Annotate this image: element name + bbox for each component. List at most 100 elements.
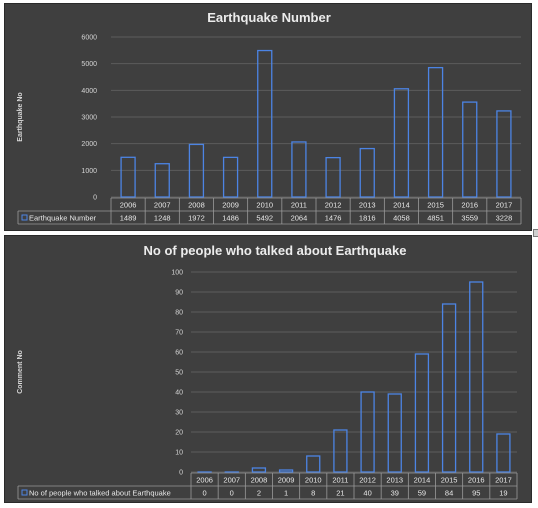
data-label: 84 bbox=[445, 489, 453, 498]
x-tick-label: 2009 bbox=[278, 476, 295, 485]
y-axis-label: Comment No bbox=[17, 350, 24, 394]
chart-panel-people-talked[interactable]: No of people who talked about Earthquake… bbox=[4, 235, 532, 503]
y-tick-label: 10 bbox=[175, 450, 183, 457]
data-label: 5492 bbox=[256, 214, 273, 223]
data-label: 1816 bbox=[359, 214, 376, 223]
legend-key bbox=[21, 214, 28, 221]
data-label: 1 bbox=[284, 489, 288, 498]
x-tick-label: 2007 bbox=[223, 476, 240, 485]
earthquake-number-chart: Earthquake Number Earthquake No 0 1000 2000 3… bbox=[17, 10, 522, 225]
data-label: 1489 bbox=[120, 214, 137, 223]
x-tick-label: 2015 bbox=[441, 476, 458, 485]
data-label: 4851 bbox=[427, 214, 444, 223]
bar-2013 bbox=[359, 147, 375, 198]
y-tick-label: 3000 bbox=[81, 115, 97, 122]
x-tick-label: 2011 bbox=[332, 476, 348, 485]
y-tick-label: 40 bbox=[175, 390, 183, 397]
chart-title: Earthquake Number bbox=[207, 10, 331, 25]
y-tick-label: 20 bbox=[175, 430, 183, 437]
y-tick-label: 30 bbox=[175, 410, 183, 417]
bar-2012 bbox=[360, 391, 375, 473]
y-tick-label: 50 bbox=[175, 370, 183, 377]
x-tick-label: 2006 bbox=[120, 201, 137, 210]
resize-handle[interactable] bbox=[533, 229, 538, 237]
x-tick-label: 2015 bbox=[427, 201, 444, 210]
data-label: 1972 bbox=[188, 214, 205, 223]
data-label: 40 bbox=[363, 489, 371, 498]
y-tick-label: 4000 bbox=[81, 88, 97, 95]
bar-2014 bbox=[414, 353, 430, 473]
data-label: 1476 bbox=[325, 214, 342, 223]
bar-2016 bbox=[469, 281, 484, 473]
y-tick-label: 90 bbox=[175, 290, 183, 297]
bar-2010 bbox=[306, 455, 321, 473]
bar-2009 bbox=[222, 156, 239, 198]
legend-series-name: Earthquake Number bbox=[29, 214, 97, 223]
x-tick-label: 2012 bbox=[359, 476, 376, 485]
data-label: 8 bbox=[311, 489, 315, 498]
y-tick-label: 100 bbox=[171, 270, 183, 277]
x-tick-label: 2017 bbox=[496, 201, 513, 210]
bar-2009 bbox=[278, 469, 294, 473]
y-tick-label: 70 bbox=[175, 330, 183, 337]
y-axis-label: Earthquake No bbox=[17, 92, 24, 141]
y-tick-label: 2000 bbox=[81, 141, 97, 148]
bar-2012 bbox=[325, 156, 341, 198]
bar-2015 bbox=[441, 303, 457, 473]
legend-series-name: No of people who talked about Earthquake bbox=[29, 489, 171, 498]
bar-2007 bbox=[154, 163, 170, 198]
y-tick-label: 60 bbox=[175, 350, 183, 357]
bar-2010 bbox=[257, 49, 273, 198]
x-tick-label: 2006 bbox=[196, 476, 213, 485]
x-tick-label: 2008 bbox=[251, 476, 268, 485]
x-tick-label: 2011 bbox=[291, 201, 307, 210]
data-label: 1248 bbox=[154, 214, 171, 223]
data-label: 2 bbox=[257, 489, 261, 498]
bar-2011 bbox=[333, 429, 348, 473]
people-talked-chart: No of people who talked about Earthquake… bbox=[17, 243, 518, 500]
y-tick-label: 0 bbox=[93, 195, 97, 202]
data-label: 95 bbox=[472, 489, 480, 498]
y-tick-label: 80 bbox=[175, 310, 183, 317]
x-tick-label: 2017 bbox=[495, 476, 512, 485]
x-tick-label: 2016 bbox=[461, 201, 478, 210]
bar-2006 bbox=[120, 156, 136, 198]
data-label: 3559 bbox=[461, 214, 478, 223]
y-tick-label: 5000 bbox=[81, 61, 97, 68]
legend-key bbox=[21, 489, 28, 496]
bar-2015 bbox=[427, 66, 444, 198]
data-label: 2064 bbox=[291, 214, 308, 223]
x-tick-label: 2007 bbox=[154, 201, 171, 210]
x-tick-label: 2009 bbox=[222, 201, 239, 210]
x-tick-label: 2012 bbox=[325, 201, 342, 210]
bar-2008 bbox=[251, 467, 267, 473]
x-tick-label: 2013 bbox=[359, 201, 376, 210]
x-tick-label: 2014 bbox=[414, 476, 431, 485]
x-tick-label: 2010 bbox=[256, 201, 273, 210]
data-label: 0 bbox=[230, 489, 234, 498]
data-label: 19 bbox=[499, 489, 507, 498]
data-label: 3228 bbox=[496, 214, 513, 223]
bar-2011 bbox=[291, 141, 307, 198]
data-label: 0 bbox=[202, 489, 206, 498]
data-label: 39 bbox=[391, 489, 399, 498]
x-tick-label: 2010 bbox=[305, 476, 322, 485]
chart-title: No of people who talked about Earthquake bbox=[144, 243, 407, 258]
bar-2016 bbox=[462, 101, 478, 198]
x-tick-label: 2014 bbox=[393, 201, 410, 210]
x-tick-label: 2013 bbox=[386, 476, 403, 485]
bar-2017 bbox=[496, 110, 512, 198]
chart-panel-earthquake-number[interactable]: Earthquake Number Earthquake No 0 1000 2000 3… bbox=[4, 3, 532, 231]
x-tick-label: 2008 bbox=[188, 201, 205, 210]
data-label: 21 bbox=[336, 489, 344, 498]
y-tick-label: 0 bbox=[179, 470, 183, 477]
data-label: 59 bbox=[418, 489, 426, 498]
y-tick-label: 1000 bbox=[81, 168, 97, 175]
bar-2008 bbox=[188, 143, 205, 198]
x-tick-label: 2016 bbox=[468, 476, 485, 485]
data-label: 1486 bbox=[222, 214, 239, 223]
data-label: 4058 bbox=[393, 214, 410, 223]
bar-2017 bbox=[496, 433, 511, 473]
bar-2014 bbox=[393, 88, 410, 198]
y-tick-label: 6000 bbox=[81, 35, 97, 42]
